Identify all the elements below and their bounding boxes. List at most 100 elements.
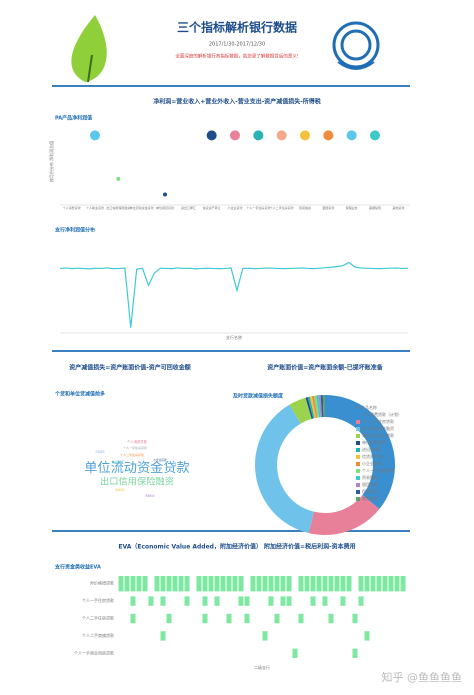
cell (239, 631, 244, 640)
legend-swatch (356, 490, 360, 494)
word: 个人一手住房贷款 (123, 445, 147, 450)
x-tick-label: 银团贷款 (322, 205, 334, 210)
cell (221, 596, 226, 605)
x-tick-label: 个人一手住房贷款 (246, 205, 270, 210)
cell (197, 649, 202, 658)
x-tick-label: 单位项目贷款 (156, 205, 174, 210)
cell (178, 576, 184, 592)
x-tick-label: 小企业贷款 (227, 205, 242, 210)
cell (304, 576, 310, 592)
legend-swatch (356, 455, 360, 459)
word: 小企业贷款 (153, 458, 166, 462)
cell (329, 596, 334, 605)
cell (269, 649, 274, 658)
cell (179, 649, 184, 658)
cell (352, 613, 358, 624)
cell (233, 596, 238, 605)
cell (155, 649, 160, 658)
cell (173, 631, 178, 640)
cell (389, 631, 394, 640)
cell (346, 576, 352, 592)
cell (269, 631, 274, 640)
cell (275, 596, 280, 605)
donut-slice (308, 495, 380, 536)
cell (395, 631, 400, 640)
cell (352, 648, 358, 658)
cell (202, 613, 208, 624)
cell (382, 576, 388, 592)
cell (214, 596, 220, 606)
cell (377, 649, 382, 658)
cell (184, 576, 190, 592)
cell (281, 614, 286, 623)
cell (347, 596, 352, 605)
subtitle: 全面深度的解析银行各指标数据，助您更了解数据背后的意义! (175, 53, 298, 60)
cell (353, 576, 358, 591)
cell (166, 576, 172, 592)
cell (371, 649, 376, 658)
cell (191, 576, 196, 591)
cell (401, 649, 406, 658)
cell (298, 576, 304, 592)
cell (137, 649, 142, 658)
cell (148, 596, 154, 606)
word: 单位流动资金贷款 (84, 460, 190, 476)
cell (185, 649, 190, 658)
cell (251, 596, 256, 605)
legend-label: 其他贷款 (362, 495, 378, 501)
line (59, 261, 409, 328)
chart-title: 支行净利润值分布 (54, 227, 95, 234)
cell (347, 649, 352, 658)
cell (263, 614, 268, 623)
cell (311, 614, 316, 623)
cell (383, 631, 388, 640)
cell (389, 596, 394, 605)
cell (275, 631, 280, 640)
dot (163, 192, 167, 197)
cell (311, 631, 316, 640)
cell (340, 596, 346, 606)
legend-label: 信贷资产转让 (362, 453, 386, 459)
cell (389, 649, 394, 658)
cell (371, 614, 376, 623)
cell (124, 576, 130, 592)
x-tick-label: 信贷资产转让 (203, 205, 221, 210)
cell (119, 631, 124, 640)
cell (244, 596, 250, 606)
cell (262, 576, 268, 592)
cell (197, 596, 202, 605)
cell (292, 648, 298, 658)
cell (401, 614, 406, 623)
cell (185, 631, 190, 640)
cell (334, 576, 340, 592)
dot (253, 130, 264, 141)
cell (299, 596, 304, 605)
cell (358, 596, 364, 606)
word: 出口信用保险融资 (100, 476, 174, 488)
cell (149, 631, 154, 640)
x-tick-label: 其他贷款 (392, 205, 404, 210)
cell (281, 631, 286, 640)
row-label: 个人二手住房贷款 (82, 615, 114, 621)
cell (233, 614, 238, 623)
donut-slice (254, 404, 314, 534)
cell (287, 649, 292, 658)
x-tick-label: 个人消费贷款 (63, 205, 81, 210)
cell (358, 576, 364, 592)
cell (305, 614, 310, 623)
legend-swatch (356, 497, 360, 501)
dot (90, 130, 100, 141)
cell (353, 596, 358, 605)
cell (155, 631, 160, 640)
section-title: 资产账面价值=资产账面余额-已提坏账准备 (267, 364, 384, 372)
y-axis-label: 按月份分布 净利润总值 (48, 141, 54, 182)
cell (377, 614, 382, 623)
cell (305, 631, 310, 640)
divider (52, 350, 410, 352)
cell (238, 596, 244, 606)
legend-label: 进出口押汇 (362, 446, 382, 452)
cell (293, 614, 298, 623)
cell (155, 596, 160, 605)
cell (119, 649, 124, 658)
cell (262, 631, 268, 641)
